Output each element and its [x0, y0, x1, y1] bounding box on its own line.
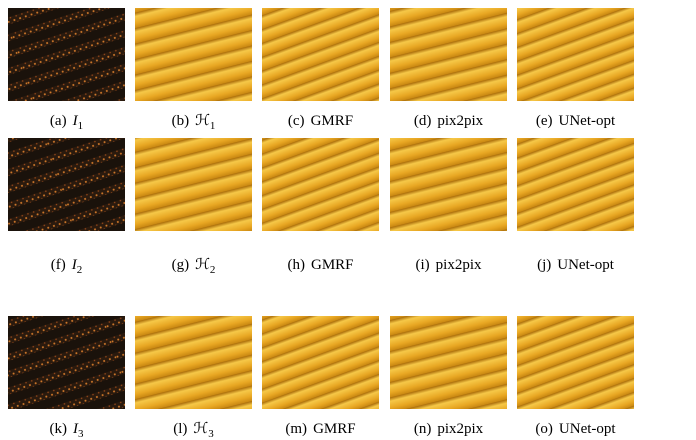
caption-text: pix2pix [436, 257, 482, 273]
caption-label: (d) [414, 113, 432, 129]
caption-label: (a) [50, 113, 67, 129]
caption-subscript: 2 [77, 264, 83, 276]
caption-text: UNet-opt [559, 113, 616, 129]
panel-image [8, 8, 125, 101]
caption-subscript: 2 [210, 264, 216, 276]
panel-image [517, 138, 634, 231]
caption-text: ℋ [195, 113, 210, 129]
panel-image [135, 316, 252, 409]
caption-text: UNet-opt [557, 257, 614, 273]
caption-text: GMRF [313, 421, 356, 437]
caption-label: (g) [172, 257, 190, 273]
caption-label: (o) [535, 421, 553, 437]
panel-caption: (g) ℋ2 [172, 257, 216, 276]
caption-subscript: 3 [78, 428, 84, 440]
panel-caption: (i) pix2pix [415, 257, 482, 273]
caption-text: pix2pix [437, 421, 483, 437]
figure: (a)I1(b)ℋ1(c)GMRF(d)pix2pix(e)UNet-opt(f… [0, 0, 696, 440]
caption-subscript: 1 [210, 120, 216, 132]
panel-caption: (n) pix2pix [414, 421, 484, 437]
caption-label: (j) [537, 257, 551, 273]
panel-caption: (o) UNet-opt [535, 421, 616, 437]
caption-text: GMRF [311, 113, 354, 129]
panel-image [262, 8, 379, 101]
panel-image [390, 138, 507, 231]
panel-image [262, 138, 379, 231]
panel-caption: (b) ℋ1 [172, 113, 216, 132]
panel-image [517, 316, 634, 409]
panel-caption: (h) GMRF [287, 257, 353, 273]
caption-label: (f) [51, 257, 66, 273]
panel-image [390, 8, 507, 101]
panel-caption: (k)I3 [50, 421, 85, 440]
panel-caption: (f)I2 [51, 257, 83, 276]
panel-caption: (d) pix2pix [414, 113, 484, 129]
panel-image [517, 8, 634, 101]
caption-label: (k) [50, 421, 68, 437]
caption-text: GMRF [311, 257, 354, 273]
caption-label: (n) [414, 421, 432, 437]
panel-image [135, 8, 252, 101]
caption-label: (i) [415, 257, 429, 273]
panel-image [135, 138, 252, 231]
caption-label: (c) [288, 113, 305, 129]
panel-caption: (l) ℋ3 [173, 421, 214, 440]
caption-subscript: 1 [78, 120, 84, 132]
caption-text: ℋ [195, 257, 210, 273]
panel-caption: (c) GMRF [288, 113, 353, 129]
panel-image [262, 316, 379, 409]
caption-text: pix2pix [437, 113, 483, 129]
caption-label: (b) [172, 113, 190, 129]
caption-text: UNet-opt [559, 421, 616, 437]
panel-caption: (m) GMRF [285, 421, 355, 437]
caption-label: (l) [173, 421, 187, 437]
panel-caption: (j) UNet-opt [537, 257, 615, 273]
panel-image [8, 316, 125, 409]
caption-label: (h) [287, 257, 305, 273]
caption-label: (m) [285, 421, 307, 437]
panel-image [390, 316, 507, 409]
caption-subscript: 3 [208, 428, 214, 440]
panel-caption: (e) UNet-opt [536, 113, 616, 129]
caption-label: (e) [536, 113, 553, 129]
panel-image [8, 138, 125, 231]
caption-text: ℋ [193, 421, 208, 437]
panel-caption: (a)I1 [50, 113, 83, 132]
